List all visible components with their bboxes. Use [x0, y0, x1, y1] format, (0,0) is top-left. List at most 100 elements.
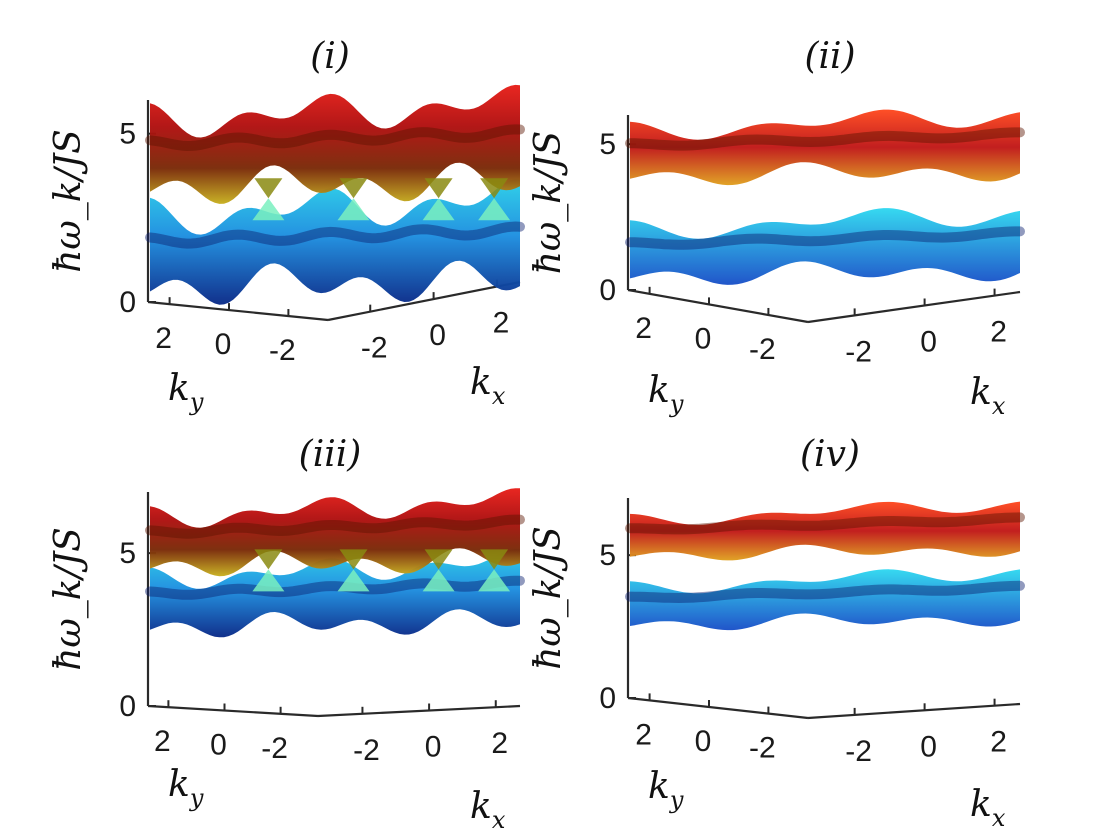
ky-tick-label: 0: [695, 725, 712, 758]
lower-band-surface: [630, 569, 1020, 631]
z-tick-label: 0: [119, 690, 136, 723]
ky-tick-label: 0: [215, 328, 232, 361]
band-touch-lower: [422, 569, 455, 592]
kx-axis-label: kx: [970, 372, 1006, 420]
kx-axis-line: [317, 704, 521, 718]
ky-subscript: y: [669, 390, 684, 418]
kx-tick-label: 2: [990, 316, 1007, 349]
y-axis-label: ħω_k/JS: [48, 527, 89, 671]
upper-band-surface-ridge: [145, 124, 525, 152]
lower-band-surface: [150, 179, 520, 305]
kx-subscript: x: [492, 382, 506, 410]
band-touch-upper: [480, 178, 509, 199]
z-tick-label: 5: [119, 118, 136, 151]
panel-title: (ii): [804, 36, 855, 77]
ky-axis-line: [627, 696, 809, 720]
ky-tick-label: 2: [635, 312, 652, 345]
band-touch-lower: [478, 198, 511, 221]
lower-band-surface-ridge: [625, 226, 1025, 250]
kx-tick-label: 0: [425, 731, 442, 764]
ky-tick-label: 0: [695, 322, 712, 355]
kx-axis-line: [807, 702, 1021, 720]
upper-band-surface-ridge: [625, 127, 1025, 151]
band-touch-lower: [337, 569, 370, 592]
upper-band-surface-ridge: [145, 514, 525, 539]
kx-tick-label: 2: [493, 307, 510, 340]
kx-tick-label: 2: [491, 727, 508, 760]
ky-axis-label: ky: [168, 368, 204, 416]
z-tick-label: 0: [599, 682, 616, 715]
y-axis-label: ħω_k/JS: [528, 526, 569, 670]
band-touch-upper: [424, 549, 453, 570]
band-touch-lower: [252, 569, 285, 592]
lower-band-surface: [150, 549, 520, 638]
y-axis-label: ħω_k/JS: [528, 131, 569, 275]
kx-subscript: x: [992, 392, 1006, 420]
ky-subscript: y: [189, 388, 204, 416]
kx-axis-line: [327, 280, 521, 322]
panel-title: (iii): [299, 434, 362, 475]
kx-subscript: x: [992, 804, 1006, 832]
ky-axis-line: [147, 704, 319, 718]
ky-axis-label: ky: [648, 766, 684, 814]
z-tick-label: 5: [599, 539, 616, 572]
band-touch-lower: [337, 198, 370, 221]
band-touch-lower: [252, 198, 285, 221]
band-touch-upper: [339, 549, 368, 570]
ky-tick-label: 2: [154, 725, 171, 758]
ky-subscript: y: [189, 784, 204, 812]
band-touch-upper: [424, 178, 453, 199]
ky-tick-label: -2: [269, 334, 296, 367]
kx-tick-label: 2: [990, 726, 1007, 759]
ky-tick-label: 2: [635, 718, 652, 751]
ky-tick-label: -2: [749, 333, 776, 366]
upper-band-surface: [630, 501, 1020, 561]
ky-tick-label: -2: [749, 732, 776, 765]
lower-band-surface-ridge: [145, 575, 525, 600]
z-tick-label: 5: [119, 537, 136, 570]
ky-tick-label: 2: [155, 322, 172, 355]
kx-tick-label: -2: [845, 735, 872, 768]
ky-tick-label: 0: [210, 729, 227, 762]
panel-title: (iv): [800, 434, 860, 475]
upper-band-surface: [150, 488, 520, 577]
ky-tick-label: -2: [261, 732, 288, 765]
lower-band-surface-ridge: [625, 580, 1025, 604]
upper-band-surface-ridge: [625, 512, 1025, 535]
kx-tick-label: 0: [920, 326, 937, 359]
ky-axis-label: ky: [168, 764, 204, 812]
y-axis-label: ħω_k/JS: [48, 129, 89, 273]
kx-axis-label: kx: [470, 786, 506, 834]
lower-band-surface: [630, 208, 1020, 285]
kx-tick-label: -2: [361, 332, 388, 365]
kx-tick-label: -2: [353, 734, 380, 767]
ky-axis-line: [147, 300, 329, 322]
kx-tick-label: -2: [845, 335, 872, 368]
upper-band-surface: [630, 109, 1020, 186]
z-tick-label: 0: [599, 274, 616, 307]
kx-axis-label: kx: [470, 362, 506, 410]
z-tick-label: 0: [119, 286, 136, 319]
ky-axis-label: ky: [648, 370, 684, 418]
kx-tick-label: 0: [429, 319, 446, 352]
ky-axis-line: [627, 288, 809, 324]
upper-band-surface: [150, 84, 520, 204]
band-touch-upper: [254, 178, 283, 199]
kx-axis-line: [807, 290, 1021, 324]
band-touch-upper: [339, 178, 368, 199]
band-touch-lower: [422, 198, 455, 221]
panel-title: (i): [310, 36, 350, 77]
lower-band-surface-ridge: [145, 221, 525, 249]
z-tick-label: 5: [599, 128, 616, 161]
band-touch-upper: [254, 549, 283, 570]
kx-subscript: x: [492, 806, 506, 834]
band-touch-upper: [480, 549, 509, 570]
ky-subscript: y: [669, 786, 684, 814]
kx-axis-label: kx: [970, 784, 1006, 832]
